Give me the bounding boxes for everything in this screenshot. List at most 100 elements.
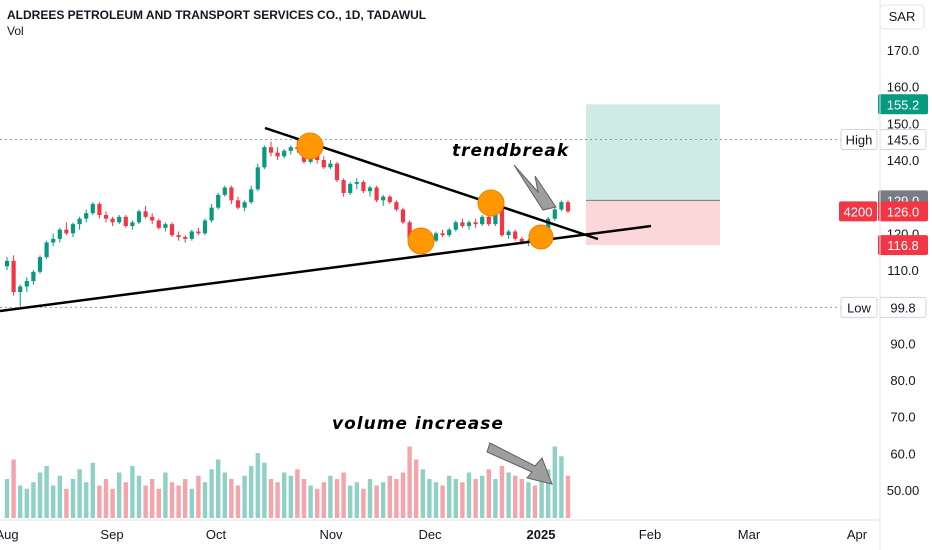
candle-body — [480, 216, 485, 225]
trendbreak-arrow — [513, 164, 557, 211]
volume-bar — [31, 482, 36, 518]
volume-bar — [546, 469, 551, 518]
volume-bar — [189, 488, 194, 518]
volume-bar — [493, 479, 498, 518]
high-label-box — [840, 128, 878, 150]
time-axis[interactable]: Aug Sep Oct Nov Dec 2025 Feb Mar Apr — [0, 0, 881, 550]
volume-bar — [77, 469, 82, 518]
volume-bar — [209, 469, 214, 518]
volume-bar — [341, 472, 346, 518]
volume-bar — [235, 485, 241, 518]
volume-bar — [70, 479, 76, 518]
volume-bar — [334, 479, 340, 518]
volume-bar — [97, 485, 102, 518]
volume-bar — [539, 479, 544, 518]
candle-body — [407, 222, 412, 239]
volume-bar — [519, 479, 524, 518]
candle-body — [460, 222, 465, 226]
candle-body — [24, 281, 29, 287]
candle-body — [473, 222, 478, 225]
volume-bar — [4, 479, 10, 518]
volume-bar — [143, 485, 148, 518]
target-zone[interactable] — [586, 104, 720, 201]
candle-body — [328, 163, 333, 168]
volume-bar — [84, 482, 89, 518]
volume-bar — [447, 475, 452, 518]
candle-body — [519, 238, 524, 243]
time-tick-label: Aug — [0, 527, 19, 542]
volume-bar — [513, 475, 518, 518]
candle-body — [262, 147, 267, 168]
volume-bars — [4, 446, 571, 518]
volume-bar — [216, 459, 221, 518]
volume-bar — [407, 446, 412, 518]
candle-body — [321, 160, 326, 168]
price-tick-label: 160.0 — [887, 80, 920, 95]
pivot-circles — [296, 132, 554, 255]
volume-bar — [51, 485, 56, 518]
volume-bar — [176, 485, 181, 518]
candle-body — [163, 224, 168, 228]
candle-body — [156, 220, 161, 228]
volume-bar — [381, 482, 386, 518]
volume-bar — [367, 479, 373, 518]
volume-bar — [37, 472, 43, 518]
volume-bar — [130, 466, 135, 518]
volume-bar — [486, 469, 491, 518]
candle-body — [176, 235, 181, 237]
volume-bar — [268, 479, 274, 518]
candle-body — [447, 229, 452, 236]
candle-body — [552, 209, 557, 219]
annotation-arrows — [486, 164, 557, 485]
candle-body — [493, 207, 498, 225]
volume-bar — [301, 479, 307, 518]
candle-body — [565, 202, 571, 212]
candle-body — [18, 286, 23, 292]
currency-label: SAR — [889, 9, 916, 24]
volume-bar — [499, 466, 505, 518]
candle-body — [103, 215, 109, 219]
volume-bar — [400, 472, 406, 518]
volume-bar — [282, 472, 287, 518]
candle-body — [84, 213, 89, 219]
volume-bar — [183, 479, 188, 518]
volume-bar — [64, 488, 69, 518]
candle-body — [4, 260, 10, 267]
price-badge-text: 155.2 — [887, 97, 920, 112]
volume-bar — [262, 462, 267, 518]
candle-body — [70, 224, 76, 234]
candle-body — [282, 150, 287, 157]
volume-bar — [249, 466, 254, 518]
price-badge — [878, 235, 928, 256]
order-qty-text: 4200 — [844, 204, 873, 219]
pivot-circle — [528, 224, 554, 250]
volume-bar — [57, 475, 62, 518]
long-position-tool[interactable] — [586, 104, 720, 246]
volume-bar — [242, 475, 247, 518]
volume-bar — [394, 479, 399, 518]
candle-body — [189, 231, 194, 239]
candle-body — [143, 211, 148, 217]
price-tick-label: 140.0 — [887, 153, 920, 168]
volume-bar — [466, 472, 472, 518]
volume-bar — [24, 488, 29, 518]
volume-bar — [136, 475, 142, 518]
stop-zone[interactable] — [586, 200, 720, 246]
volume-bar — [559, 456, 564, 518]
candle-body — [453, 222, 458, 230]
price-tick-label: 50.00 — [887, 483, 920, 498]
price-tick-label: 60.0 — [890, 446, 915, 461]
candle-body — [202, 220, 208, 234]
candle-body — [77, 218, 82, 225]
time-tick-label: Sep — [100, 527, 123, 542]
order-qty-badge[interactable] — [839, 201, 877, 222]
volume-bar — [361, 488, 366, 518]
volume-bar — [480, 475, 485, 518]
candle-body — [117, 216, 122, 223]
price-axis[interactable]: SAR 170.0160.0150.0140.0130.0120.0110.01… — [839, 4, 928, 498]
volume-bar — [117, 472, 122, 518]
candle-body — [268, 147, 274, 153]
candle-body — [90, 204, 95, 214]
volume-bar — [348, 485, 353, 518]
